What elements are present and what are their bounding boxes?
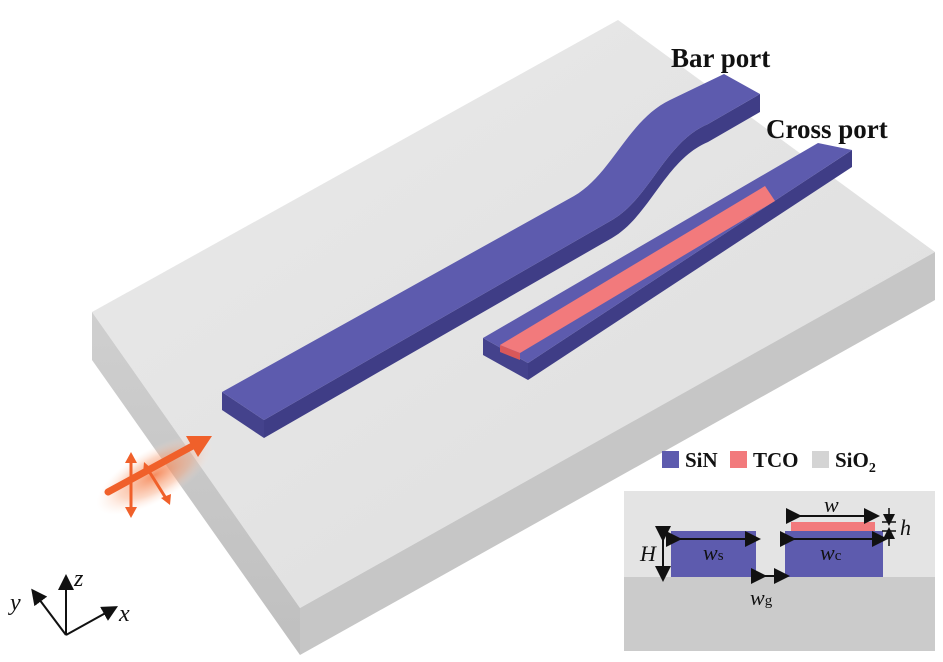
tco-layer-top bbox=[500, 186, 775, 353]
inset-tco bbox=[791, 522, 875, 531]
bar-waveguide-front bbox=[264, 94, 760, 438]
y-axis-line bbox=[31, 588, 67, 636]
legend-label-sin: SiN bbox=[685, 448, 718, 472]
cross-section-inset: H ws wc w h wg bbox=[624, 491, 935, 651]
dim-wg-sub: g bbox=[765, 593, 773, 609]
substrate-left-face bbox=[92, 312, 300, 655]
dim-wc-sub: c bbox=[835, 548, 842, 564]
legend-label-sio2: SiO2 bbox=[835, 448, 876, 476]
x-axis-line bbox=[65, 606, 118, 636]
dim-w-label: w bbox=[824, 492, 839, 517]
dim-wc-main: w bbox=[820, 540, 835, 565]
vertical-polarization-head-bottom bbox=[125, 507, 137, 518]
propagation-arrow-head bbox=[186, 436, 212, 457]
legend-swatch-tco bbox=[730, 451, 747, 468]
light-glow bbox=[96, 435, 214, 515]
horizontal-polarization-head-top bbox=[143, 462, 153, 474]
legend-swatch-sio2 bbox=[812, 451, 829, 468]
dim-ws-sub: s bbox=[718, 548, 724, 564]
bar-port-label: Bar port bbox=[671, 43, 770, 73]
dim-wc-label: wc bbox=[820, 540, 842, 565]
inset-substrate bbox=[624, 577, 935, 651]
propagation-arrow-shaft bbox=[104, 439, 202, 496]
cross-waveguide-front bbox=[528, 150, 852, 380]
bar-waveguide bbox=[222, 74, 760, 438]
substrate-right-face bbox=[300, 252, 935, 655]
vertical-polarization-head-top bbox=[125, 452, 137, 463]
tco-layer-side bbox=[500, 345, 520, 360]
dim-wg-main: w bbox=[750, 585, 765, 610]
cross-port-label: Cross port bbox=[766, 114, 888, 144]
dim-ws-label: ws bbox=[703, 540, 724, 565]
input-light bbox=[96, 435, 214, 518]
coordinate-axes: z x y bbox=[8, 566, 130, 636]
legend-label-sio2-subscript: 2 bbox=[869, 461, 876, 476]
legend: SiN TCO SiO2 bbox=[662, 448, 876, 476]
sio2-substrate bbox=[92, 20, 935, 655]
legend-label-tco: TCO bbox=[753, 448, 799, 472]
cross-waveguide-side bbox=[483, 338, 528, 380]
bar-waveguide-side bbox=[222, 392, 264, 438]
x-axis-label: x bbox=[118, 601, 130, 627]
z-axis-label: z bbox=[73, 566, 84, 592]
bar-waveguide-top bbox=[222, 74, 760, 420]
dim-wg-label: wg bbox=[750, 585, 773, 610]
substrate-top-face bbox=[92, 20, 935, 608]
dim-ws-main: w bbox=[703, 540, 718, 565]
dim-h-label: h bbox=[900, 515, 911, 540]
y-axis-label: y bbox=[8, 590, 21, 616]
horizontal-polarization-head-bottom bbox=[161, 494, 171, 505]
legend-swatch-sin bbox=[662, 451, 679, 468]
dim-H-label: H bbox=[639, 541, 657, 566]
legend-label-sio2-main: SiO bbox=[835, 448, 869, 472]
cross-waveguide bbox=[483, 143, 852, 380]
horizontal-polarization-arrow bbox=[145, 467, 169, 501]
